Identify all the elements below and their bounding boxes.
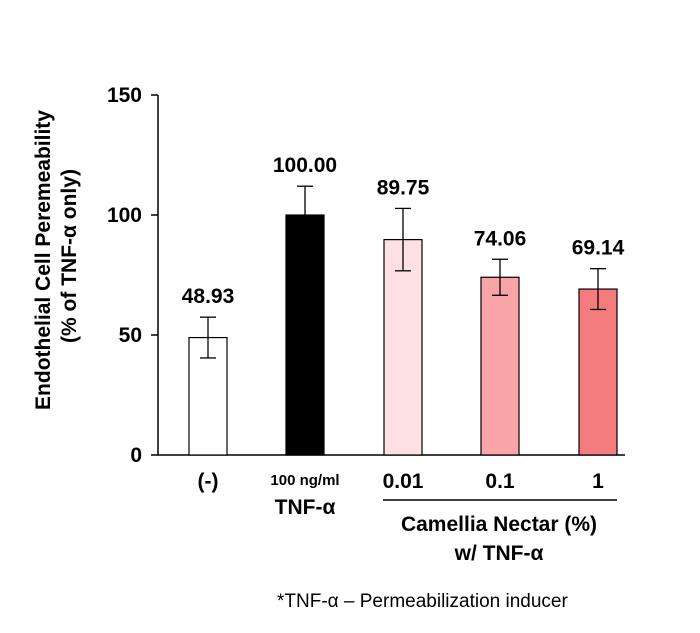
y-tick-label: 0 (130, 444, 142, 467)
value-label-4: 69.14 (572, 237, 625, 260)
group-label-line2: w/ TNF-α (454, 542, 544, 565)
bar-1 (285, 214, 325, 456)
axes: 0 50 100 150 (107, 84, 625, 467)
footnote: *TNF-α – Permeabilization inducer (277, 591, 568, 612)
group-label-line1: Camellia Nectar (%) (401, 513, 597, 536)
x-tick-label-4: 1 (592, 470, 604, 493)
error-bars-group (200, 185, 606, 359)
y-tick-label: 100 (107, 204, 142, 227)
value-label-2: 89.75 (377, 176, 430, 199)
bar-3 (480, 276, 520, 456)
y-tick-label: 150 (107, 84, 142, 107)
x-tick-label-3: 0.1 (485, 470, 515, 493)
labels-group: 48.93 (-) 100.00 100 ng/ml TNF-α 89.75 0.01 74.… (182, 154, 625, 519)
bar-4 (578, 288, 618, 456)
value-label-1: 100.00 (273, 154, 337, 177)
y-tick-label: 50 (119, 324, 142, 347)
x-tick-label-1: 100 ng/ml (270, 472, 339, 489)
value-label-0: 48.93 (182, 285, 235, 308)
bar-2 (383, 239, 423, 456)
y-axis-label-line2: (% of TNF-α only) (58, 169, 81, 343)
value-label-3: 74.06 (474, 227, 527, 250)
y-axis-label-line1: Endothelial Cell Peremeability (32, 110, 55, 410)
x-tick-label-2: 0.01 (383, 470, 424, 493)
x-tick-label-0: (-) (198, 470, 219, 493)
x-tick-sublabel-1: TNF-α (275, 496, 336, 519)
